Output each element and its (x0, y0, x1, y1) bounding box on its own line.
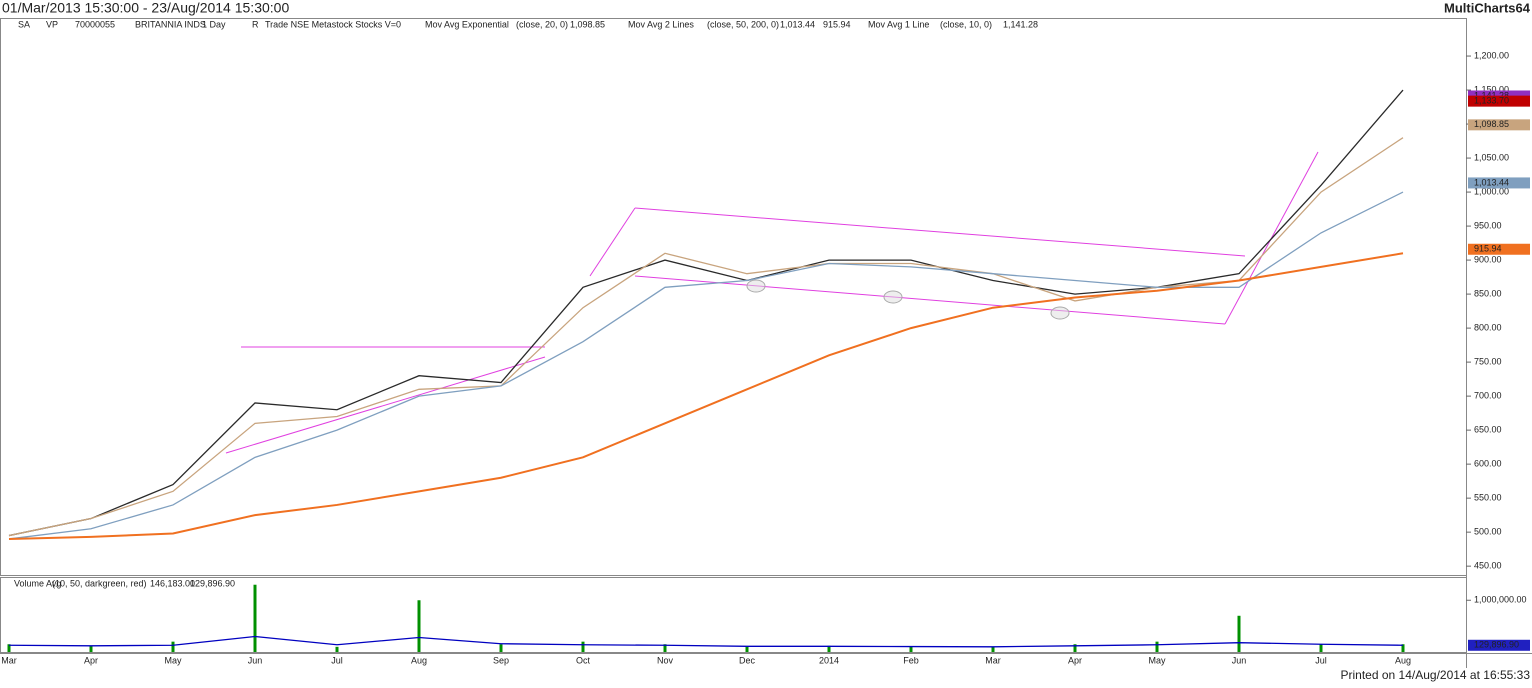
y-tick-label: 500.00 (1474, 527, 1502, 537)
x-tick-label: Nov (657, 655, 674, 665)
legend-text: Mov Avg Exponential (425, 19, 509, 29)
x-tick-label: Jun (248, 655, 263, 665)
legend-text: Trade NSE Metastock Stocks V=0 (265, 19, 401, 29)
legend-text: Mov Avg 2 Lines (628, 19, 694, 29)
price-marker-label: 915.94 (1474, 244, 1502, 254)
volume-bar (991, 646, 995, 652)
legend-text: 1 Day (202, 19, 226, 29)
volume-bar (499, 644, 503, 652)
y-tick-label: 1,200.00 (1474, 50, 1509, 60)
y-tick-label: 650.00 (1474, 425, 1502, 435)
y-tick-label: 850.00 (1474, 288, 1502, 298)
volume-bar (1319, 644, 1323, 652)
volume-bar (417, 600, 421, 652)
legend-text: R (252, 19, 259, 29)
y-tick-label: 600.00 (1474, 459, 1502, 469)
legend-text: (close, 20, 0) (516, 19, 568, 29)
legend-text: BRITANNIA INDS (135, 19, 206, 29)
price-marker (1468, 119, 1530, 131)
y-tick-label: 950.00 (1474, 220, 1502, 230)
x-tick-label: 2014 (819, 655, 839, 665)
series-line (8, 89, 1404, 537)
volume-bar (663, 644, 667, 652)
volume-bar (1073, 644, 1077, 652)
price-marker-label: 1,098.85 (1474, 119, 1509, 129)
x-tick-label: Dec (739, 655, 756, 665)
volume-bar (7, 644, 11, 652)
x-tick-label: Oct (576, 655, 591, 665)
series-line (8, 252, 1404, 540)
price-marker-label: 129,896.90 (1474, 640, 1519, 650)
legend-text: 1,141.28 (1003, 19, 1038, 29)
x-tick-label: Mar (1, 655, 17, 665)
x-tick-label: Apr (1068, 655, 1082, 665)
y-tick-label: 550.00 (1474, 493, 1502, 503)
x-tick-label: Aug (411, 655, 427, 665)
price-marker (1468, 95, 1530, 107)
price-marker (1468, 639, 1530, 651)
price-marker (1468, 177, 1530, 189)
x-tick-label: May (1148, 655, 1166, 665)
x-tick-label: Jun (1232, 655, 1247, 665)
legend-text: (close, 10, 0) (940, 19, 992, 29)
legend-text: 1,013.44 (780, 19, 815, 29)
price-marker-label: 1,013.44 (1474, 177, 1509, 187)
legend-text: 70000055 (75, 19, 115, 29)
y-tick-label: 1,150.00 (1474, 84, 1509, 94)
brand: MultiCharts64 (1444, 0, 1531, 15)
series-line (8, 191, 1404, 540)
legend-text: 915.94 (823, 19, 851, 29)
volume-bar (745, 646, 749, 652)
y-tick-label: 700.00 (1474, 390, 1502, 400)
highlight-circles (746, 279, 1070, 320)
y-tick-label: 1,050.00 (1474, 152, 1509, 162)
y-tick-label: 1,000.00 (1474, 186, 1509, 196)
x-tick-label: Aug (1395, 655, 1411, 665)
legend-text: (close, 50, 200, 0) (707, 19, 779, 29)
y-tick-label: 450.00 (1474, 561, 1502, 571)
volume-bar (1155, 641, 1159, 652)
volume-bar (1401, 644, 1405, 652)
volume-legend-text: (10, 50, darkgreen, red) (52, 578, 147, 588)
footer: Printed on 14/Aug/2014 at 16:55:33 (1341, 668, 1531, 682)
x-tick-label: Jul (331, 655, 343, 665)
volume-bar (827, 645, 831, 652)
volume-bar (1237, 615, 1241, 652)
y-tick-label: 900.00 (1474, 254, 1502, 264)
volume-legend-text: 146,183.00 (150, 578, 195, 588)
y-tick-label: 1,000,000.00 (1474, 595, 1527, 605)
x-tick-label: May (164, 655, 182, 665)
legend-text: VP (46, 19, 58, 29)
volume-legend-text: Volume Avg (14, 578, 61, 588)
y-tick-label: 800.00 (1474, 322, 1502, 332)
legend-text: 1,098.85 (570, 19, 605, 29)
x-tick-label: Mar (985, 655, 1001, 665)
price-marker-label: 1,141.28 (1474, 90, 1509, 100)
legend-text: SA (18, 19, 30, 29)
legend-text: Mov Avg 1 Line (868, 19, 929, 29)
x-tick-label: Apr (84, 655, 98, 665)
y-tick-label: 750.00 (1474, 356, 1502, 366)
x-tick-label: Sep (493, 655, 509, 665)
volume-bar (171, 641, 175, 652)
volume-legend-text: 129,896.90 (190, 578, 235, 588)
x-tick-label: Jul (1315, 655, 1327, 665)
x-tick-label: Feb (903, 655, 919, 665)
volume-bar (581, 641, 585, 652)
volume-bar (89, 645, 93, 652)
series-line (8, 635, 1404, 648)
volume-bar (909, 646, 913, 652)
series-line (8, 137, 1404, 537)
price-marker (1468, 243, 1530, 255)
volume-bar (335, 646, 339, 652)
volume-bar (253, 584, 257, 652)
price-marker-label: 1,133.70 (1474, 96, 1509, 106)
title: 01/Mar/2013 15:30:00 - 23/Aug/2014 15:30… (2, 0, 289, 16)
